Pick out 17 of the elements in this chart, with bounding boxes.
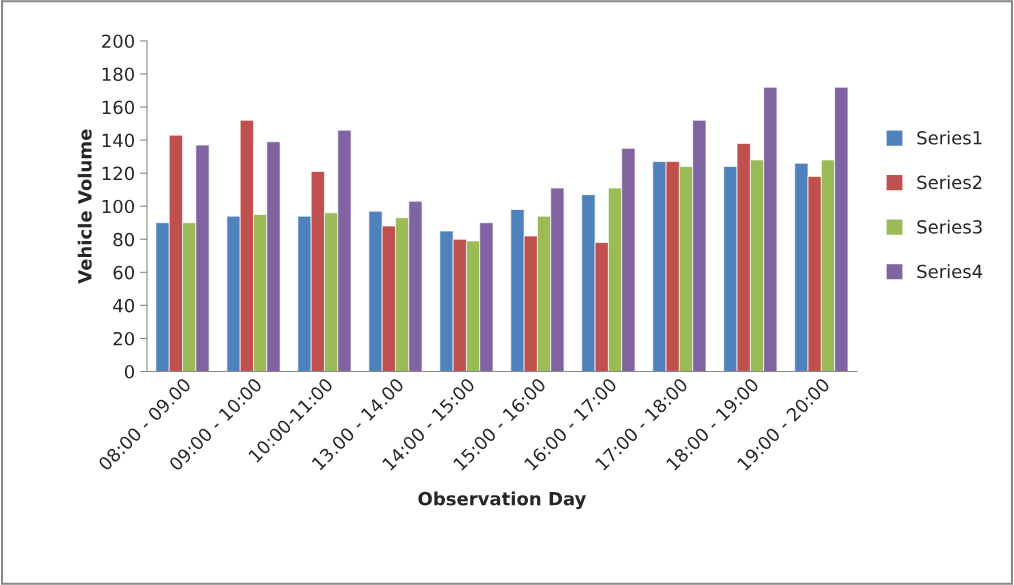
y-tick-label: 60 [113, 265, 135, 280]
y-tick-label: 140 [102, 133, 135, 148]
legend-label: Series2 [917, 175, 982, 190]
y-tick-label: 120 [102, 166, 135, 181]
legend-label: Series3 [917, 219, 982, 234]
y-tick-label: 40 [113, 298, 135, 313]
y-tick-label: 0 [124, 364, 135, 379]
y-tick-label: 180 [102, 67, 135, 82]
y-axis-title: Vehicle Volume [77, 129, 92, 284]
y-tick-label: 160 [102, 100, 135, 115]
legend-label: Series4 [917, 264, 983, 279]
y-tick-label: 20 [113, 331, 135, 346]
y-tick-label: 200 [102, 34, 135, 49]
y-tick-label: 80 [113, 232, 135, 247]
x-axis-title: Observation Day [418, 491, 587, 510]
y-tick-label: 100 [102, 199, 135, 214]
legend-label: Series1 [917, 130, 982, 145]
